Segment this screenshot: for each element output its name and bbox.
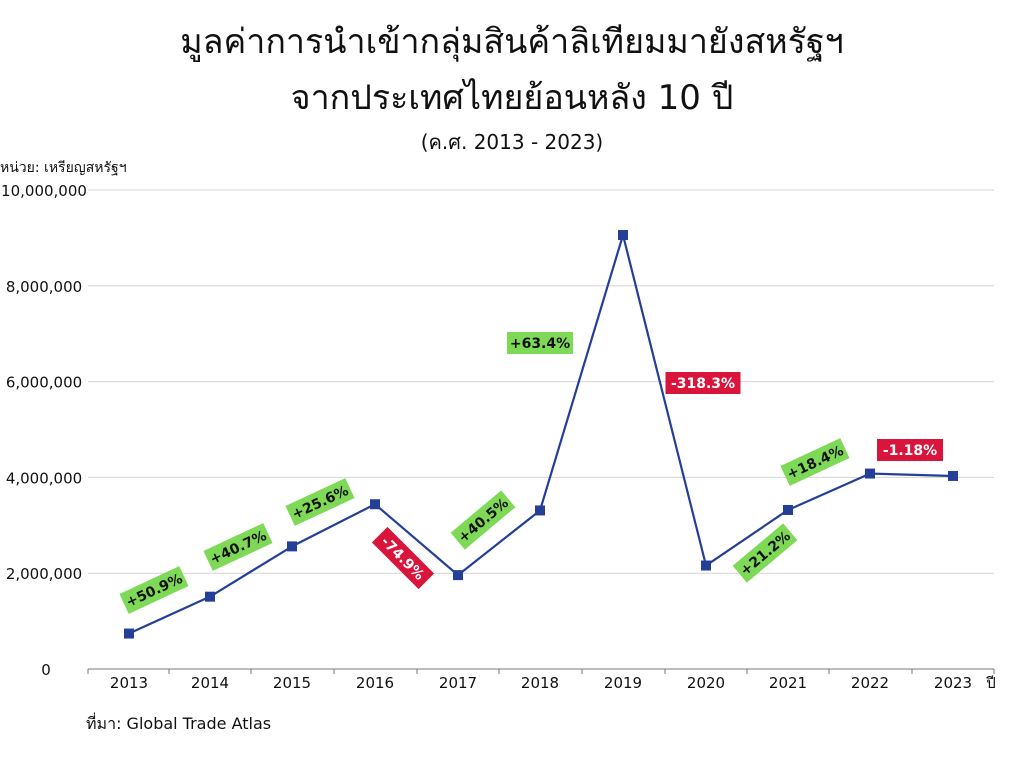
change-label-text: -1.18% xyxy=(883,443,937,459)
y-tick-label: 10,000,000 xyxy=(1,182,87,200)
x-tick-label: 2013 xyxy=(110,674,148,692)
data-point-marker xyxy=(535,505,545,516)
change-label: +63.4% xyxy=(507,332,573,354)
y-tick-label: 6,000,000 xyxy=(6,374,82,392)
series-line xyxy=(128,233,954,635)
change-label-text: +63.4% xyxy=(510,336,570,352)
data-point-marker xyxy=(701,560,711,571)
change-label-box xyxy=(203,523,273,571)
data-point-marker xyxy=(205,591,215,602)
x-tick-label: 2015 xyxy=(273,674,311,692)
change-label-box xyxy=(285,478,355,526)
change-label-box xyxy=(732,523,798,583)
data-point-marker xyxy=(948,470,958,481)
data-point-marker xyxy=(124,628,134,639)
change-label: -318.3% xyxy=(665,372,741,394)
change-label: +40.5% xyxy=(450,490,516,550)
x-tick-label: 2017 xyxy=(439,674,477,692)
change-label: -1.18% xyxy=(877,439,943,461)
x-tick-label: 2022 xyxy=(851,674,889,692)
data-point-marker xyxy=(287,541,297,552)
y-tick-label: 8,000,000 xyxy=(6,278,82,296)
change-label: +21.2% xyxy=(732,523,798,583)
data-point-marker xyxy=(865,468,875,479)
change-label-box xyxy=(371,526,435,590)
chart-title-line1: มูลค่าการนำเข้ากลุ่มสินค้าลิเทียมมายังสห… xyxy=(180,22,844,62)
change-label: -74.9% xyxy=(371,526,435,590)
change-label-box xyxy=(780,438,850,486)
x-tick-label: 2019 xyxy=(604,674,642,692)
change-label-box xyxy=(877,439,943,461)
change-label-box xyxy=(665,372,741,394)
x-tick-label: 2014 xyxy=(191,674,229,692)
y-tick-label: 4,000,000 xyxy=(6,469,82,487)
data-point-marker xyxy=(453,570,463,581)
change-label-box xyxy=(119,566,189,614)
y-axis-unit-label: หน่วย: เหรียญสหรัฐฯ xyxy=(0,160,127,176)
y-tick-label: 2,000,000 xyxy=(6,565,82,583)
change-label-box xyxy=(450,490,516,550)
change-label-box xyxy=(507,332,573,354)
chart-subtitle: (ค.ศ. 2013 - 2023) xyxy=(420,130,604,154)
change-label-text: -318.3% xyxy=(671,376,735,392)
x-tick-label: 2018 xyxy=(521,674,559,692)
data-point-marker xyxy=(618,230,628,241)
change-label: +18.4% xyxy=(780,438,850,486)
x-tick-label: 2023 xyxy=(934,674,972,692)
change-label-text: +21.2% xyxy=(737,528,793,579)
x-tick-label: 2020 xyxy=(687,674,725,692)
x-axis-label: ปี xyxy=(985,674,995,692)
y-tick-label: 0 xyxy=(41,661,51,679)
x-tick-label: 2016 xyxy=(356,674,394,692)
x-tick-label: 2021 xyxy=(769,674,807,692)
data-point-marker xyxy=(783,504,793,515)
chart-title-line2: จากประเทศไทยย้อนหลัง 10 ปี xyxy=(290,78,734,118)
data-point-marker xyxy=(370,499,380,510)
source-note: ที่มา: Global Trade Atlas xyxy=(86,714,272,733)
